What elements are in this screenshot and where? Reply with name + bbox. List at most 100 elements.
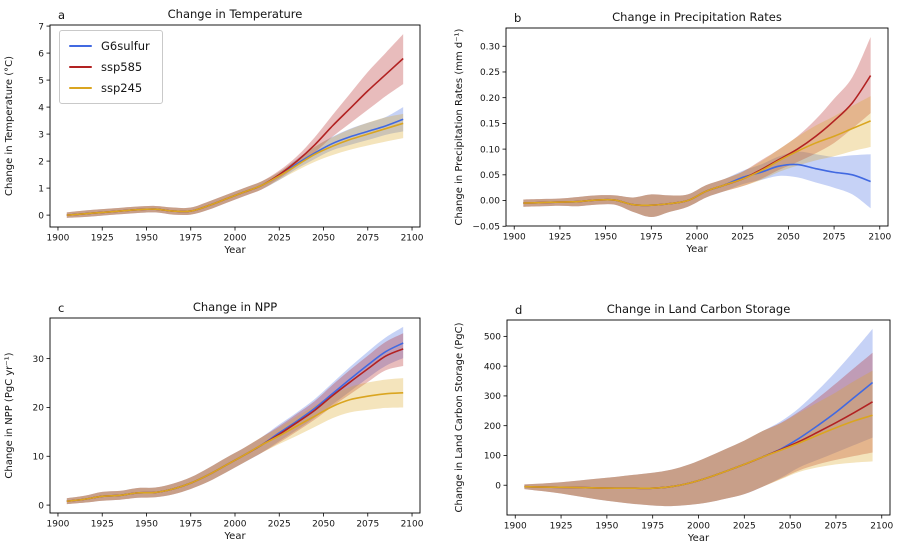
x-axis-label-b: Year [685, 244, 708, 255]
panel-title-d: Change in Land Carbon Storage [607, 302, 791, 316]
panel-b-axes: 1900 1925 1950 1975 2000 2025 2050 2075 2100 −0.0… [472, 27, 892, 243]
band-ssp585 [524, 352, 873, 507]
band-ssp585 [66, 333, 404, 505]
band-ssp245 [66, 113, 404, 218]
panel-d-canvas: 1900 1925 1950 1975 2000 2025 2050 2075 2100 0 100… [454, 302, 893, 544]
panel-c-canvas: 1900 1925 1950 1975 2000 2025 2050 2075 2100 0 10 2… [4, 300, 424, 542]
x-tick-label: 1950 [594, 233, 617, 243]
x-tick-label: 1925 [91, 234, 114, 244]
x-tick-label: 2100 [870, 522, 893, 532]
y-tick-label: 300 [484, 392, 501, 402]
band-ssp245 [523, 96, 871, 217]
x-tick-label: 1900 [503, 233, 526, 243]
x-axis-label-c: Year [223, 531, 246, 542]
legend-swatch-G6sulfur [69, 44, 92, 48]
x-tick-label: 2025 [731, 233, 754, 243]
x-tick-label: 2050 [779, 522, 802, 532]
panel-title-a: Change in Temperature [168, 7, 303, 21]
y-axis-label-b: Change in Precipitation Rates (mm d⁻¹) [454, 28, 465, 225]
x-tick-label: 1900 [47, 234, 70, 244]
x-tick-label: 1900 [504, 522, 527, 532]
y-tick-label: 0.15 [480, 120, 500, 130]
band-ssp245 [524, 370, 873, 507]
panel-a: 1900 1925 1950 1975 2000 2025 2050 2075 2100 0 1 2 3… [0, 0, 451, 277]
legend-item-G6sulfur: G6sulfur [69, 37, 150, 55]
x-axis-label-d: Year [687, 533, 710, 544]
x-tick-label: 2050 [777, 233, 800, 243]
x-tick-label: 2100 [401, 234, 424, 244]
legend-label-G6sulfur: G6sulfur [101, 39, 150, 53]
y-tick-label: 30 [33, 355, 45, 365]
panel-c-axes: 1900 1925 1950 1975 2000 2025 2050 2075 2100 0 10 2… [33, 317, 424, 530]
line-ssp245 [523, 120, 871, 207]
y-tick-label: 0.00 [480, 197, 500, 207]
x-tick-label: 1950 [135, 234, 158, 244]
x-tick-label: 2075 [824, 522, 847, 532]
band-ssp245 [66, 378, 404, 505]
y-tick-label: 400 [484, 362, 501, 372]
x-tick-label: 1975 [179, 234, 202, 244]
y-axis-label-c: Change in NPP (PgC yr⁻¹) [4, 352, 15, 478]
x-tick-label: 1925 [548, 233, 571, 243]
band-ssp585 [523, 37, 871, 217]
y-tick-label: 1 [38, 184, 44, 194]
panel-c: 1900 1925 1950 1975 2000 2025 2050 2075 2100 0 10 2… [0, 278, 451, 555]
line-ssp245 [66, 392, 404, 502]
panel-d: 1900 1925 1950 1975 2000 2025 2050 2075 2100 0 100… [450, 278, 901, 555]
plot-area [66, 326, 404, 505]
line-ssp245 [66, 122, 404, 216]
y-tick-label: 200 [484, 422, 501, 432]
x-tick-label: 1900 [47, 520, 70, 530]
y-tick-label: 20 [33, 404, 45, 414]
panel-title-b: Change in Precipitation Rates [612, 10, 782, 24]
x-tick-label: 2000 [687, 522, 710, 532]
line-ssp245 [524, 414, 873, 490]
x-tick-label: 2050 [312, 234, 335, 244]
panel-letter-a: a [58, 8, 65, 22]
x-tick-label: 2000 [224, 234, 247, 244]
y-tick-label: 0 [495, 481, 501, 491]
band-G6sulfur [66, 326, 404, 505]
x-tick-label: 1975 [640, 233, 663, 243]
y-tick-label: 5 [38, 76, 44, 86]
y-tick-label: 0.20 [480, 94, 500, 104]
y-tick-label: 0 [38, 501, 44, 511]
axes-spines [49, 317, 421, 514]
plot-area [66, 34, 404, 218]
y-tick-label: −0.05 [472, 222, 500, 232]
y-tick-label: 10 [33, 452, 45, 462]
band-ssp585 [66, 34, 404, 218]
y-tick-label: 0.25 [480, 68, 500, 78]
y-tick-label: 2 [38, 157, 44, 167]
y-tick-label: 3 [38, 130, 44, 140]
panel-b-canvas: 1900 1925 1950 1975 2000 2025 2050 2075 2100 −0.0… [454, 10, 892, 255]
y-tick-label: 0.30 [480, 42, 500, 52]
y-tick-label: 100 [484, 452, 501, 462]
x-tick-label: 1975 [179, 520, 202, 530]
y-tick-label: 4 [38, 103, 44, 113]
panel-b: 1900 1925 1950 1975 2000 2025 2050 2075 2100 −0.0… [450, 0, 901, 277]
band-G6sulfur [524, 328, 873, 507]
x-tick-label: 2025 [733, 522, 756, 532]
x-tick-label: 2025 [268, 520, 291, 530]
legend-label-ssp585: ssp585 [101, 60, 143, 74]
x-axis-label-a: Year [223, 245, 246, 256]
legend: G6sulfur ssp585 ssp245 [59, 30, 163, 104]
band-G6sulfur [66, 107, 404, 218]
panel-a-canvas: 1900 1925 1950 1975 2000 2025 2050 2075 2100 0 1 2 3… [4, 7, 424, 256]
x-tick-label: 2075 [356, 520, 379, 530]
x-tick-label: 1975 [641, 522, 664, 532]
y-axis-label-d: Change in Land Carbon Storage (PgC) [454, 322, 465, 512]
x-tick-label: 2100 [401, 520, 424, 530]
y-tick-label: 0.05 [480, 171, 500, 181]
legend-swatch-ssp245 [69, 86, 92, 90]
x-tick-label: 2025 [268, 234, 291, 244]
band-G6sulfur [523, 151, 871, 217]
x-tick-label: 1925 [550, 522, 573, 532]
x-tick-label: 2075 [823, 233, 846, 243]
y-tick-label: 0.10 [480, 145, 500, 155]
y-tick-label: 500 [484, 333, 501, 343]
x-tick-label: 1950 [135, 520, 158, 530]
plot-area [524, 328, 874, 507]
